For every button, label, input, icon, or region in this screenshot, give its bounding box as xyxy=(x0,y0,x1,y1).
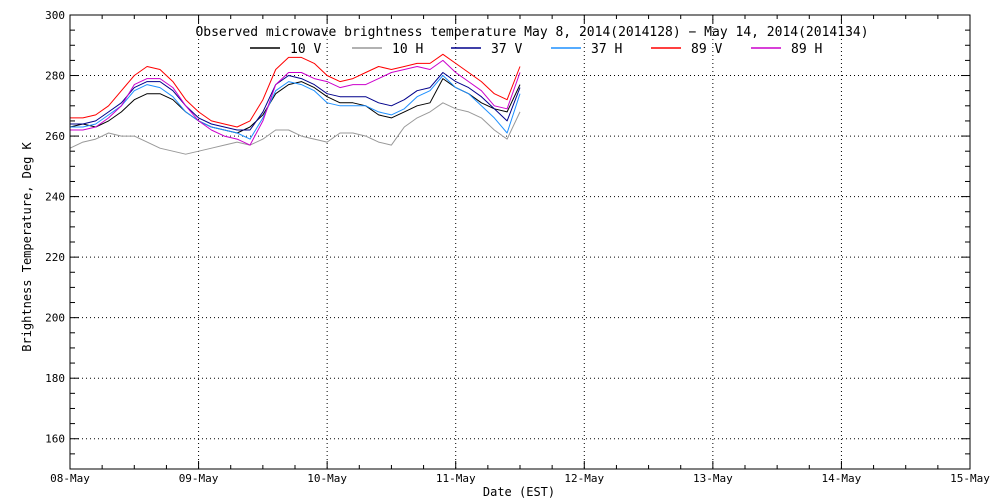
x-tick-label: 10-May xyxy=(307,472,347,485)
legend-label: 89 V xyxy=(691,42,722,57)
series-line xyxy=(70,75,521,140)
legend-label: 89 H xyxy=(791,42,822,57)
y-tick-label: 200 xyxy=(45,312,65,325)
series-line xyxy=(70,72,521,131)
y-axis-label: Brightness Temperature, Deg K xyxy=(20,141,34,351)
x-tick-label: 09-May xyxy=(179,472,219,485)
plot-frame xyxy=(69,14,971,470)
legend: 10 V 10 H 37 V 37 H 89 V 89 H xyxy=(250,42,822,57)
y-tick-label: 280 xyxy=(45,70,65,83)
tick-labels: 08-May 09-May 10-May 11-May 12-May 13-May 14-M… xyxy=(45,9,990,485)
x-tick-label: 15-May xyxy=(950,472,990,485)
y-tick-label: 260 xyxy=(45,130,65,143)
y-tick-label: 160 xyxy=(45,433,65,446)
x-tick-label: 14-May xyxy=(822,472,862,485)
grid xyxy=(70,15,970,469)
series-line xyxy=(70,59,521,146)
chart-title: Observed microwave brightness temperatur… xyxy=(195,25,868,40)
legend-label: 37 V xyxy=(491,42,522,57)
y-tick-label: 180 xyxy=(45,372,65,385)
series-line xyxy=(69,102,521,155)
series-line xyxy=(69,78,521,134)
y-tick-label: 220 xyxy=(45,251,65,264)
y-tick-label: 240 xyxy=(45,191,65,204)
series-line xyxy=(70,53,521,128)
x-tick-label: 12-May xyxy=(564,472,604,485)
x-axis-label: Date (EST) xyxy=(483,485,555,499)
x-tick-label: 11-May xyxy=(436,472,476,485)
series-lines xyxy=(69,53,521,155)
legend-label: 37 H xyxy=(591,42,622,57)
y-tick-label: 300 xyxy=(45,9,65,22)
x-tick-label: 08-May xyxy=(50,472,90,485)
legend-label: 10 H xyxy=(392,42,423,57)
axis-ticks xyxy=(69,14,971,469)
legend-label: 10 V xyxy=(290,42,321,57)
x-tick-label: 13-May xyxy=(693,472,733,485)
